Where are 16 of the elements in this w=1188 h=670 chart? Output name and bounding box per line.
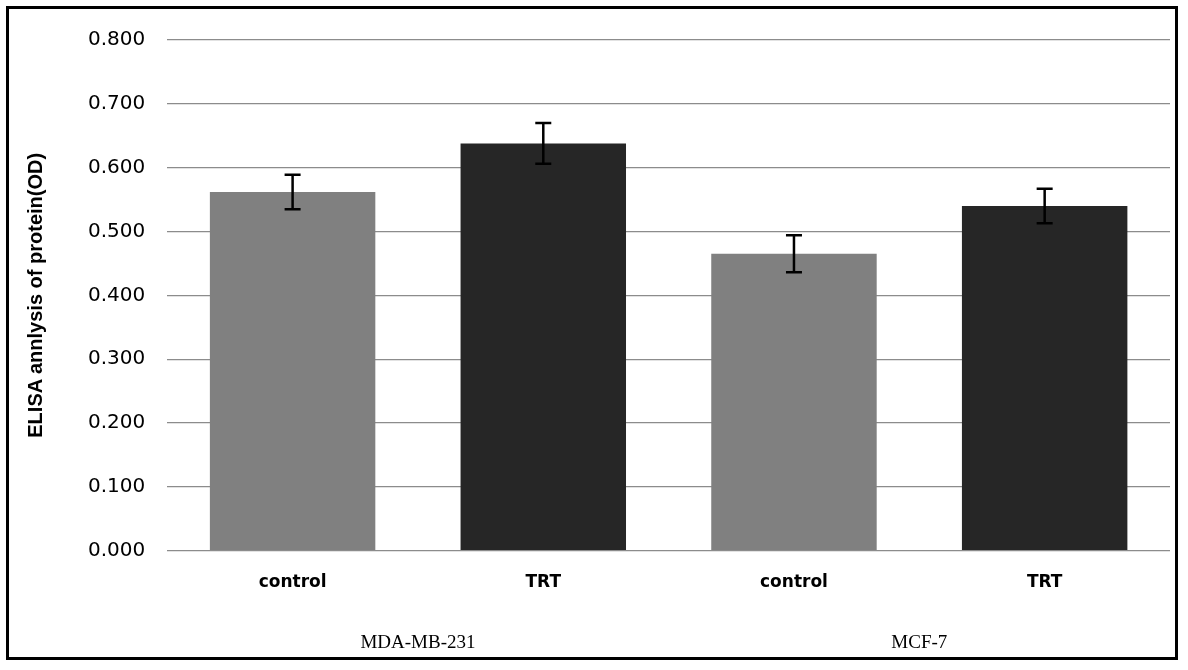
- y-tick-label: 0.300: [87, 345, 146, 370]
- y-tick-label: 0.700: [87, 90, 146, 115]
- y-tick-label: 0.500: [87, 217, 146, 242]
- y-tick-label: 0.800: [87, 26, 146, 51]
- x-tick-label: control: [258, 571, 327, 592]
- y-tick-label: 0.400: [87, 281, 146, 306]
- y-tick-label: 0.200: [87, 409, 146, 434]
- x-tick-label: TRT: [1026, 571, 1063, 592]
- x-tick-label: control: [760, 571, 828, 592]
- text: MDA-MB-231: [360, 630, 476, 652]
- y-tick-label: 0.600: [87, 153, 146, 178]
- y-tick-label: 0.100: [87, 472, 146, 497]
- text: MCF-7: [891, 630, 948, 652]
- y-axis-title: ELISA annlysis of protein(OD): [23, 152, 46, 438]
- x-tick-label: TRT: [525, 571, 562, 592]
- y-tick-label: 0.000: [87, 536, 146, 561]
